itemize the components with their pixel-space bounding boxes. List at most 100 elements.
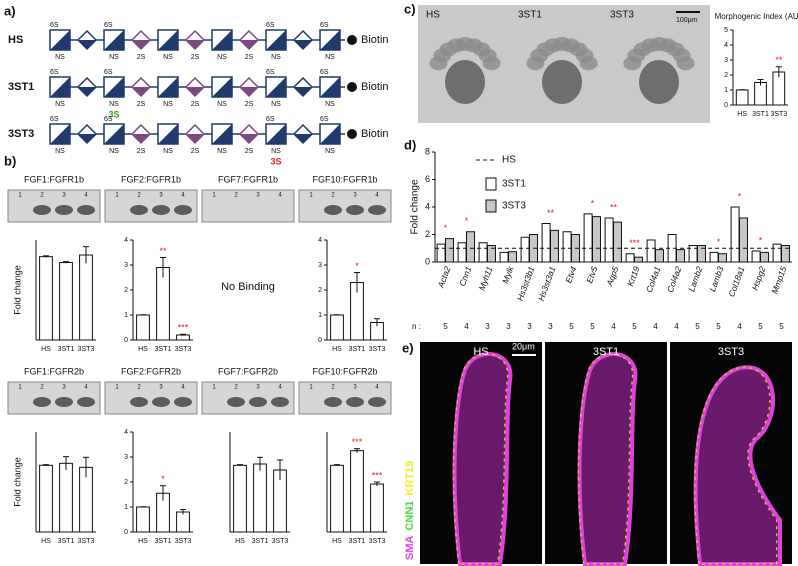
bar [739,217,748,263]
band [130,397,148,407]
biotin [347,35,357,45]
y-tick-label: 4 [724,42,728,49]
significance: * [591,198,595,208]
gland [445,60,485,104]
sulfo-label: 6S [104,69,113,76]
tissue-sma [452,352,513,566]
y-tick-label: 0 [124,337,128,344]
row-label: HS [8,34,23,46]
band [227,397,245,407]
bar [781,245,790,263]
sulfo-label: NS [217,148,227,155]
bar [176,511,190,533]
y-tick-label: 2 [724,72,728,79]
uronic-fill [132,134,150,143]
gene-label: Hs3st3a1 [536,265,558,302]
gene-label: Hs3st3b1 [515,265,537,302]
bar [350,450,364,533]
sulfo-label: NS [163,148,173,155]
sulfo-label: NS [325,101,335,108]
stain-label: SMA [404,536,416,561]
x-tick-label: HS [332,346,342,353]
row-label: 3ST3 [8,128,34,140]
blot [201,189,295,223]
bar [136,506,150,533]
x-tick-label: 3ST3 [369,538,386,545]
sulfo-label: NS [163,54,173,61]
lane-label: 2 [40,193,44,199]
bar [604,217,614,263]
uronic-fill [240,87,258,96]
bar [59,462,73,533]
bar [592,216,601,263]
y-tick-label: 2 [318,287,322,294]
bar [730,206,740,263]
band [249,397,267,407]
uronic-fill [186,87,204,96]
x-tick-label: 3ST3 [175,346,192,353]
bar [613,221,622,263]
gene-label: Mylk [500,264,516,285]
uronic-fill [186,40,204,49]
lane-label: 4 [278,193,282,199]
lane-label: 2 [331,385,335,391]
sulfo-label: NS [55,54,65,61]
bar [709,251,719,263]
bar [754,82,767,106]
glcnac-fill [320,124,340,144]
image-label: 3ST3 [610,10,634,21]
y-axis-label: Fold change [12,265,22,315]
sulfo-label: NS [271,101,281,108]
bar [59,262,73,341]
tissue-krt19 [577,353,634,565]
lane-label: 3 [62,193,66,199]
y-tick-label: 3 [318,262,322,269]
bar [520,236,530,263]
bar [541,223,551,263]
bar [39,256,53,341]
y-tick-label: 1 [124,504,128,511]
band [368,397,386,407]
y-axis-label: Fold change [12,457,22,507]
y-tick-label: 6 [425,174,430,184]
sulfo-label: 6S [104,22,113,29]
glcnac-fill [158,77,178,97]
gland [639,60,679,104]
lane-label: 3 [159,385,163,391]
blot-title: FGF7:FGFR2b [218,366,278,376]
sulfo-label: 2S [245,101,254,108]
y-tick-label: 1 [318,312,322,319]
panel-label: d) [404,137,416,152]
significance: *** [178,323,189,333]
sulfo-label: NS [109,54,119,61]
sulfo-label: 2S [245,148,254,155]
y-tick-label: 1 [724,87,728,94]
glcnac-fill [104,30,124,50]
n-value: 5 [716,322,721,331]
n-value: 3 [485,322,490,331]
sulfo-label: NS [163,101,173,108]
blot-title: FGF2:FGFR2b [121,366,181,376]
bar [330,314,344,341]
legend-swatch [485,199,497,213]
legend-swatch [485,177,497,191]
uronic-fill [78,40,96,49]
glcnac-fill [212,30,232,50]
image-label: HS [473,346,488,358]
sulfo-label: NS [55,101,65,108]
n-value: 4 [611,322,616,331]
bar [550,229,559,263]
lane-label: 1 [212,193,216,199]
sulfo-label: NS [271,148,281,155]
panel-label: b) [4,153,16,168]
lane-label: 3 [62,385,66,391]
uronic-fill [294,87,312,96]
blot-title: FGF1:FGFR1b [24,174,84,184]
y-tick-label: 0 [318,337,322,344]
lane-label: 1 [212,385,216,391]
bar [760,251,769,263]
stain-label: CNN1 [404,501,416,531]
significance: ** [775,55,783,65]
band [346,397,364,407]
scale-label: 20μm [512,341,535,351]
